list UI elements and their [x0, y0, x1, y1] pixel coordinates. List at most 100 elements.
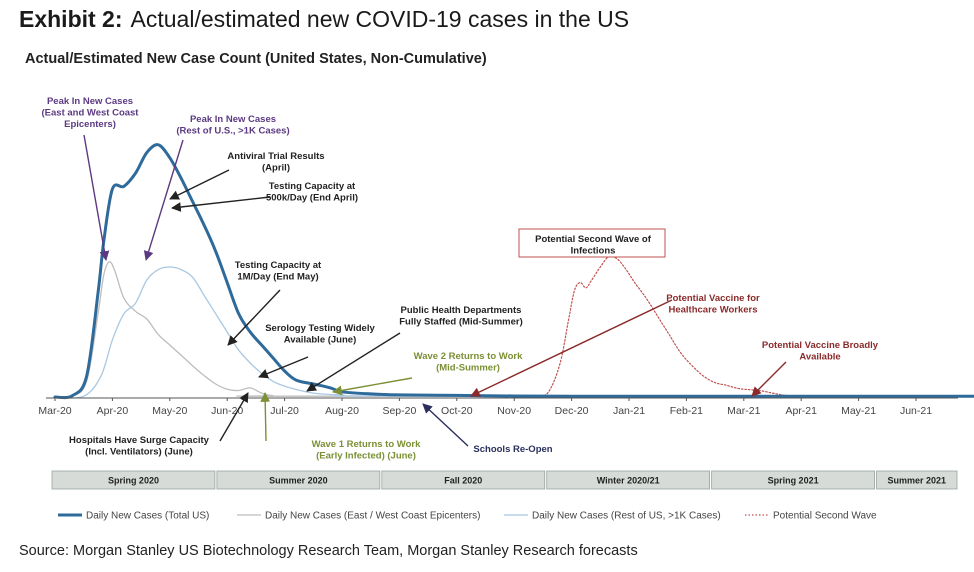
annotation-arrow: [260, 392, 271, 442]
legend-label-2: Daily New Cases (Rest of US, >1K Cases): [532, 511, 721, 522]
annotation-line: Hospitals Have Surge Capacity: [69, 435, 210, 446]
annotation-line: Potential Second Wave of: [535, 234, 652, 245]
legend-label-1: Daily New Cases (East / West Coast Epice…: [265, 511, 480, 522]
annotation-line: Wave 1 Returns to Work: [312, 439, 421, 450]
x-tick-label: Nov-20: [497, 405, 531, 417]
exhibit-title-text: Actual/estimated new COVID-19 cases in t…: [130, 6, 630, 32]
annotation-testing-1m: Testing Capacity at 1M/Day (End May): [235, 260, 322, 283]
annotation-line: (April): [262, 163, 290, 174]
season-label: Spring 2020: [108, 476, 159, 486]
annotation-arrow: [169, 169, 230, 200]
season-cell: [876, 470, 958, 490]
series-line-0: [53, 143, 974, 400]
season-bar: Spring 2020 Summer 2020 Fall 2020 Winter 20…: [51, 470, 958, 490]
series-line-2: [54, 266, 974, 399]
legend: Daily New Cases (Total US) Daily New Case…: [58, 511, 877, 522]
annotation-line: Potential Vaccine for: [666, 293, 760, 304]
annotation-peak-epicenters: Peak In New Cases (East and West Coast Epi…: [42, 96, 140, 130]
annotation-antiviral: Antiviral Trial Results (April): [227, 151, 324, 174]
annotation-arrow: [422, 403, 469, 447]
annotation-arrow: [219, 392, 249, 442]
x-tick-label: Mar-20: [38, 405, 71, 417]
x-axis: Mar-20 Apr-20 May-20 Jun-20 Jul-20 Aug-20 Sep-…: [38, 397, 958, 417]
season-cell: [51, 470, 216, 490]
annotation-line: (Incl. Ventilators) (June): [85, 447, 193, 458]
x-tick-label: May-20: [152, 405, 187, 417]
x-tick-label: Mar-21: [727, 405, 760, 417]
annotation-schools: Schools Re-Open: [473, 444, 552, 455]
annotation-line: Wave 2 Returns to Work: [414, 351, 523, 362]
annotation-line: 500k/Day (End April): [266, 193, 358, 204]
season-label: Winter 2020/21: [597, 476, 660, 486]
annotation-arrow: [306, 332, 401, 392]
x-tick-label: Oct-20: [441, 405, 473, 417]
chart-subtitle: Actual/Estimated New Case Count (United …: [25, 51, 487, 67]
annotation-arrow: [751, 361, 787, 397]
annotation-line: (Rest of U.S., >1K Cases): [176, 126, 289, 137]
source-note: Source: Morgan Stanley US Biotechnology …: [19, 543, 638, 559]
legend-label-3: Potential Second Wave: [773, 511, 877, 522]
annotation-public-health: Public Health Departments Fully Staffed (…: [399, 305, 523, 328]
x-tick-label: Jan-21: [613, 405, 645, 417]
annotation-line: Testing Capacity at: [269, 181, 356, 192]
x-tick-label: Sep-20: [382, 405, 416, 417]
annotation-line: Serology Testing Widely: [265, 323, 375, 334]
annotation-line: Epicenters): [64, 119, 116, 130]
annotation-line: Available (June): [284, 335, 357, 346]
season-cell: [546, 470, 711, 490]
annotation-vaccine-hcw: Potential Vaccine for Healthcare Workers: [666, 293, 760, 316]
annotation-box: [518, 228, 666, 258]
annotation-line: (Mid-Summer): [436, 363, 500, 374]
annotation-arrow: [227, 289, 281, 346]
annotation-wave2: Wave 2 Returns to Work (Mid-Summer): [414, 351, 523, 374]
season-label: Summer 2020: [269, 476, 328, 486]
annotation-line: Available: [799, 352, 840, 363]
annotation-line: Peak In New Cases: [47, 96, 133, 107]
annotation-testing-500k: Testing Capacity at 500k/Day (End April): [266, 181, 358, 204]
annotation-line: (East and West Coast: [42, 108, 140, 119]
x-tick-label: Jul-20: [270, 405, 299, 417]
x-tick-label: Apr-20: [97, 405, 129, 417]
season-label: Fall 2020: [444, 476, 482, 486]
season-cell: [381, 470, 546, 490]
annotation-hospitals: Hospitals Have Surge Capacity (Incl. Vent…: [69, 435, 210, 458]
annotation-line: Infections: [571, 246, 616, 257]
annotation-line: Schools Re-Open: [473, 444, 552, 455]
annotation-line: Peak In New Cases: [190, 114, 276, 125]
annotation-arrow: [143, 139, 184, 261]
annotation-line: 1M/Day (End May): [237, 272, 318, 283]
x-tick-label: Dec-20: [555, 405, 589, 417]
annotation-arrow: [332, 377, 413, 396]
annotation-line: Healthcare Workers: [668, 305, 757, 316]
annotation-arrow: [83, 134, 110, 261]
exhibit-number: Exhibit 2:: [19, 6, 123, 32]
annotation-line: Potential Vaccine Broadly: [762, 340, 879, 351]
x-tick-label: Apr-21: [785, 405, 817, 417]
season-cell: [711, 470, 875, 490]
annotation-line: Public Health Departments: [401, 305, 522, 316]
annotation-wave1: Wave 1 Returns to Work (Early Infected) (…: [312, 439, 421, 462]
annotation-line: (Early Infected) (June): [316, 451, 416, 462]
annotation-line: Testing Capacity at: [235, 260, 322, 271]
exhibit-title: Exhibit 2: Actual/estimated new COVID-19 …: [19, 6, 629, 33]
annotation-second-wave-box: Potential Second Wave of Infections: [535, 234, 652, 257]
series-line-1: [54, 261, 974, 398]
season-label: Spring 2021: [768, 476, 819, 486]
annotations: Peak In New Cases (East and West Coast Epi…: [42, 96, 879, 462]
x-tick-label: May-21: [841, 405, 876, 417]
annotation-arrow: [171, 196, 271, 212]
annotation-vaccine-broad: Potential Vaccine Broadly Available: [762, 340, 879, 363]
x-tick-label: Jun-20: [211, 405, 243, 417]
x-tick-label: Aug-20: [325, 405, 359, 417]
annotation-arrow: [470, 299, 673, 397]
annotation-arrow: [258, 356, 309, 379]
season-cell: [216, 470, 381, 490]
annotation-line: Fully Staffed (Mid-Summer): [399, 317, 523, 328]
season-label: Summer 2021: [887, 476, 946, 486]
annotation-serology: Serology Testing Widely Available (June): [265, 323, 375, 346]
x-tick-label: Jun-21: [900, 405, 932, 417]
legend-label-0: Daily New Cases (Total US): [86, 511, 209, 522]
x-tick-label: Feb-21: [670, 405, 703, 417]
annotation-peak-rest: Peak In New Cases (Rest of U.S., >1K Case…: [176, 114, 289, 137]
